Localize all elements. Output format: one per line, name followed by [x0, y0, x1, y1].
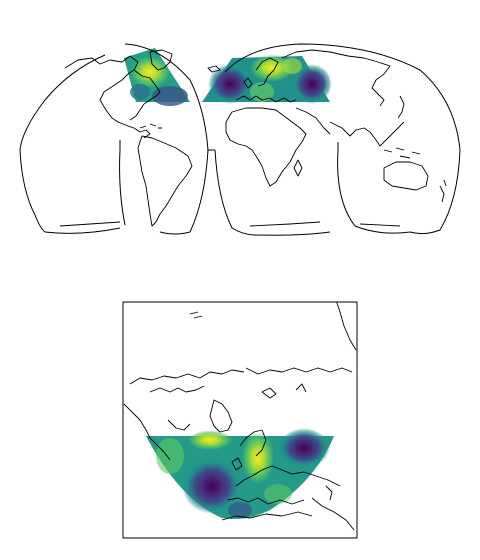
lcc-coastlines	[123, 302, 357, 531]
novaya-zemlya	[295, 383, 307, 393]
europe-lcc	[235, 465, 341, 487]
scandinavia-coast	[255, 57, 279, 87]
caribbean-islands	[139, 123, 162, 129]
southeast-asia-islands	[383, 147, 421, 159]
goode-map	[19, 43, 461, 236]
hudson-bay-coast	[167, 419, 191, 431]
uk-lcc	[231, 457, 243, 471]
arctic-islands-top	[189, 311, 203, 319]
north-america-coast	[64, 55, 151, 139]
madagascar-coast	[293, 159, 303, 177]
lcc-map	[122, 301, 358, 539]
lcc-frame	[122, 301, 358, 539]
north-america-east	[129, 69, 161, 121]
scandinavia-lcc	[239, 429, 267, 457]
goode-coastlines	[59, 49, 447, 227]
north-africa-lcc	[221, 511, 313, 521]
new-zealand-coast	[439, 179, 447, 203]
greenland-coast-lcc	[209, 399, 233, 433]
north-america-arctic-coast	[129, 369, 245, 385]
north-america-mainland	[123, 403, 171, 461]
goode-outline	[19, 43, 461, 236]
south-america-coast	[137, 135, 193, 227]
middle-east-lcc	[311, 497, 355, 531]
greenland-coast	[149, 49, 173, 71]
antarctic-coast	[59, 221, 401, 227]
iceland-coast	[207, 65, 221, 73]
mediterranean-lcc	[227, 497, 305, 505]
goode-field-americas	[124, 48, 190, 106]
arctic-russia-coast	[245, 367, 353, 375]
siberia-coast	[336, 302, 357, 351]
svalbard-coast	[261, 387, 277, 399]
japan-coast	[397, 95, 405, 119]
lcc-data-field	[146, 428, 334, 519]
uk-coast	[243, 77, 253, 89]
australia-coast	[383, 161, 429, 191]
goode-data-field	[124, 48, 332, 106]
eurasia-north-coast	[281, 49, 391, 107]
africa-coast	[225, 107, 307, 187]
caspian-lcc	[325, 485, 333, 501]
asia-south-coast	[329, 121, 405, 147]
canadian-archipelago	[149, 385, 205, 393]
middle-east-coast	[295, 107, 331, 135]
europe-coast	[235, 95, 297, 103]
